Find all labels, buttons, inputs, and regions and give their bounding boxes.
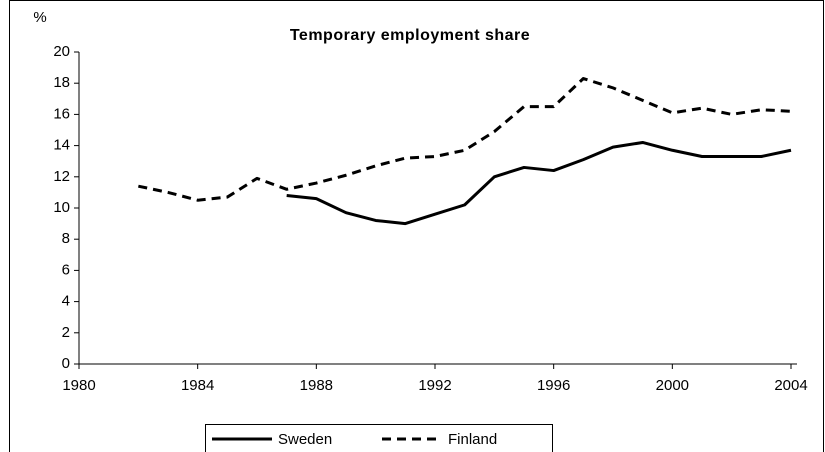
legend-label: Finland	[448, 431, 497, 448]
y-tick-label: 2	[62, 324, 70, 341]
x-tick-label: 1988	[300, 377, 333, 394]
y-tick-label: 6	[62, 261, 70, 278]
legend-label: Sweden	[278, 431, 332, 448]
y-tick-label: 12	[53, 168, 70, 185]
frame	[9, 0, 824, 452]
y-tick-label: 0	[62, 355, 70, 372]
y-tick-label: 20	[53, 43, 70, 60]
x-tick-label: 2000	[656, 377, 689, 394]
series-line	[138, 77, 792, 202]
x-tick-label: 2004	[774, 377, 807, 394]
y-tick-label: 16	[53, 105, 70, 122]
x-tick-label: 1980	[62, 377, 95, 394]
y-tick-label: 8	[62, 230, 70, 247]
y-tick-label: 4	[62, 293, 70, 310]
x-tick-label: 1992	[418, 377, 451, 394]
series-line	[286, 140, 792, 226]
x-tick-label: 1996	[537, 377, 570, 394]
x-tick-label: 1984	[181, 377, 214, 394]
y-tick-label: 18	[53, 74, 70, 91]
chart-title: Temporary employment share	[290, 27, 530, 44]
y-tick-label: 10	[53, 199, 70, 216]
y-tick-label: 14	[53, 137, 70, 154]
y-axis-label: %	[33, 9, 46, 26]
